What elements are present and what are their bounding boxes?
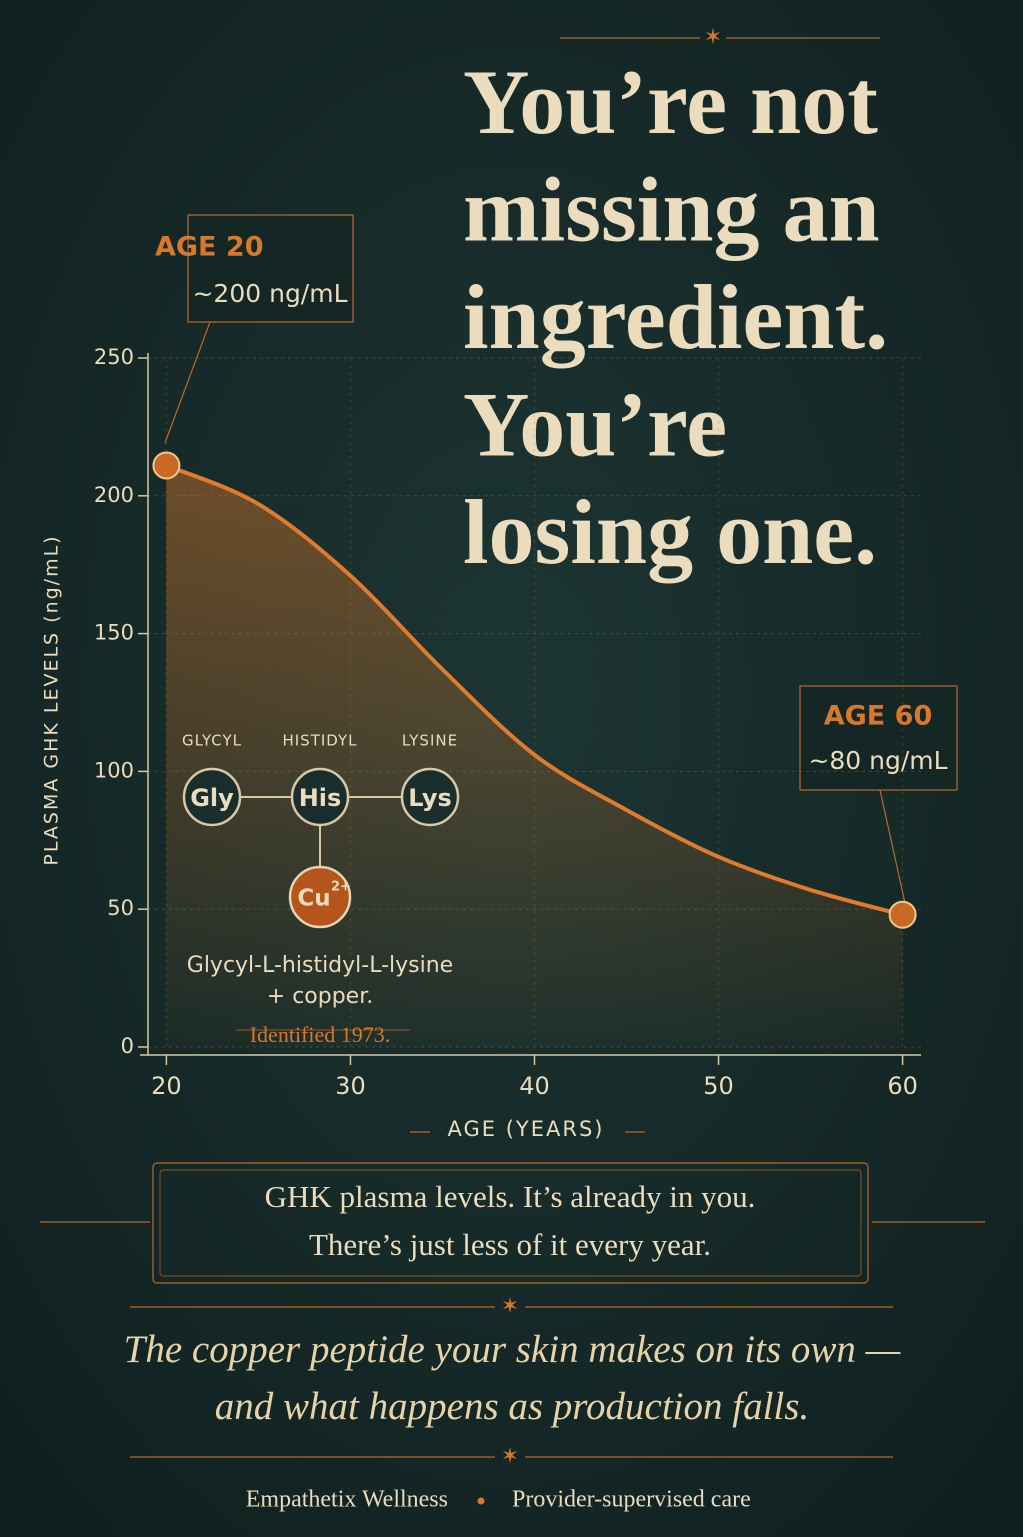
ornaments (40, 37, 985, 1458)
metal: Cu (297, 886, 330, 912)
residue-code: Lys (408, 784, 452, 812)
subtitle: and what happens as production falls. (215, 1385, 809, 1428)
y-tick-label: 0 (121, 1034, 134, 1058)
residue-name: LYSINE (402, 732, 458, 750)
svg-text:✶: ✶ (501, 1443, 519, 1468)
molecule-identified: Identified 1973. (250, 1022, 391, 1047)
point (888, 900, 917, 929)
svg-text:✶: ✶ (704, 24, 722, 49)
annotation-label: ~200 ng/mL (192, 279, 347, 308)
headline-line: ingredient. (463, 266, 888, 368)
headline-line: You’re not (463, 51, 878, 153)
residue-code: Gly (190, 784, 234, 812)
x-tick-label: 50 (703, 1072, 734, 1100)
footer-brand: Empathetix Wellness (246, 1487, 448, 1513)
y-tick-label: 250 (94, 345, 134, 369)
y-tick-label: 50 (107, 896, 134, 920)
annotation-title: AGE 60 (824, 701, 932, 732)
x-tick-label: 30 (335, 1072, 366, 1100)
y-tick-label: 100 (94, 758, 134, 782)
x-tick-label: 40 (519, 1072, 550, 1100)
molecule: GLYCYL Gly HISTIDYL His LYSINE Lys Cu 2+ (182, 732, 460, 929)
headline-line: missing an (463, 159, 880, 261)
y-tick-label: 200 (94, 483, 134, 507)
subtitle: The copper peptide your skin makes on it… (124, 1328, 901, 1371)
headline-line: You’re (463, 374, 727, 476)
residue-name: GLYCYL (182, 732, 242, 750)
headline-line: losing one. (463, 481, 877, 583)
x-tick-label: 20 (151, 1072, 182, 1100)
separator (477, 1497, 485, 1505)
annotation-title: AGE 20 (155, 232, 263, 263)
residue-code: His (299, 784, 342, 812)
x-axis-label: AGE (YEARS) (448, 1117, 605, 1141)
charge: 2+ (331, 880, 351, 895)
callout-text: There’s just less of it every year. (309, 1227, 711, 1262)
footer-tagline: Provider-supervised care (512, 1487, 751, 1513)
line (165, 463, 904, 917)
residue-name: HISTIDYL (282, 732, 357, 750)
point (152, 451, 181, 480)
stars: ✶ ✶ ✶ (501, 24, 722, 1468)
callout-text: GHK plasma levels. It’s already in you. (265, 1179, 756, 1214)
y-tick-label: 150 (94, 621, 134, 645)
molecule-caption: Glycyl-L-histidyl-L-lysine (187, 953, 453, 978)
molecule-caption: + copper. (267, 984, 373, 1009)
x-tick-label: 60 (887, 1072, 918, 1100)
y-axis-label: PLASMA GHK LEVELS (ng/mL) (41, 534, 63, 865)
annotation-label: ~80 ng/mL (808, 746, 947, 775)
bonds (240, 796, 402, 868)
svg-text:✶: ✶ (501, 1293, 519, 1318)
